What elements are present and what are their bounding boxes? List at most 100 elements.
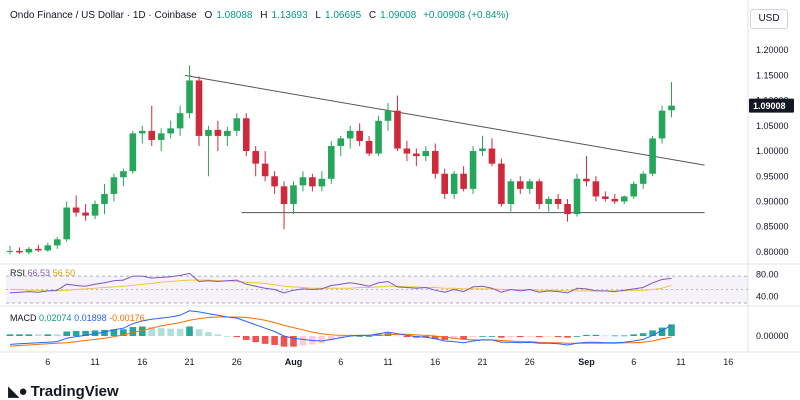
candle-body <box>620 196 628 202</box>
candle-body <box>460 173 467 189</box>
macd-histogram-bar <box>91 330 99 336</box>
candle-body <box>535 181 543 204</box>
candle-body <box>299 177 307 186</box>
brand-name: TradingView <box>30 383 119 400</box>
macd-histogram-bar <box>668 324 675 336</box>
price-tick-label: 1.00000 <box>756 146 789 156</box>
macd-histogram-bar <box>469 336 477 338</box>
macd-histogram-bar <box>6 334 14 336</box>
low-value: 1.06695 <box>324 10 362 21</box>
macd-label: MACD <box>10 313 37 323</box>
macd-histogram-bar <box>233 336 241 338</box>
candle-body <box>224 130 231 136</box>
time-tick-label: 11 <box>383 357 392 367</box>
time-tick-label: 26 <box>232 357 242 367</box>
tradingview-brand: ◣● TradingView <box>8 382 119 400</box>
macd-histogram-bar <box>214 334 222 336</box>
macd-histogram-bar <box>16 334 23 336</box>
candle-body <box>328 146 335 179</box>
macd-histogram-bar <box>554 336 562 338</box>
candle-body <box>6 250 14 252</box>
macd-histogram-bar <box>450 336 458 340</box>
macd-histogram-bar <box>53 334 61 336</box>
macd-histogram-bar <box>129 327 137 336</box>
time-tick-label: 16 <box>430 357 440 367</box>
candle-body <box>413 153 420 157</box>
change-value: +0.00908 (+0.84%) <box>423 10 509 21</box>
candle-body <box>82 212 89 216</box>
candle-body <box>602 196 609 199</box>
candle-body <box>498 163 505 204</box>
price-tick-label: 0.95000 <box>756 171 789 181</box>
macd-histogram-bar <box>356 336 363 337</box>
candle-body <box>176 113 184 129</box>
macd-histogram-bar <box>224 336 231 337</box>
macd-histogram-bar <box>517 336 524 338</box>
candle-body <box>44 245 52 251</box>
macd-histogram-bar <box>139 326 146 336</box>
macd-legend: MACD 0.02074 0.01898 -0.00176 <box>10 313 145 323</box>
candle-body <box>120 171 127 178</box>
candle-body <box>337 138 345 146</box>
macd-histogram-bar <box>299 336 307 346</box>
candle-body <box>658 110 666 139</box>
rsi-axis-label: 80.00 <box>756 269 779 279</box>
price-tick-label: 1.05000 <box>756 121 789 131</box>
price-tick-label: 1.20000 <box>756 45 789 55</box>
time-tick-label: 6 <box>338 357 343 367</box>
close-value: 1.09008 <box>380 10 417 21</box>
macd-histogram-bar <box>72 330 80 336</box>
candle-body <box>346 130 354 139</box>
macd-histogram-bar <box>441 336 448 340</box>
candle-body <box>167 128 174 134</box>
macd-histogram-bar <box>157 328 165 336</box>
candle-body <box>611 198 619 202</box>
candle-body <box>91 204 99 216</box>
macd-histogram-bar <box>35 334 42 336</box>
candle-body <box>554 198 562 204</box>
candle-body <box>649 138 656 174</box>
rsi-value: 66.53 <box>27 268 51 278</box>
macd-histogram-bar <box>167 328 174 336</box>
time-tick-label: 11 <box>676 357 685 367</box>
candle-body <box>35 248 42 251</box>
candle-body <box>261 163 269 177</box>
macd-histogram-bar <box>120 329 127 336</box>
candle-body <box>148 130 156 140</box>
candle-body <box>53 239 61 246</box>
macd-histogram-bar <box>592 334 600 336</box>
macd-histogram-bar <box>526 336 534 337</box>
candle-body <box>668 105 675 111</box>
time-tick-label: 11 <box>90 357 99 367</box>
candle-body <box>365 140 373 154</box>
tradingview-logo-icon: ◣● <box>8 383 28 400</box>
macd-line <box>9 310 672 346</box>
macd-histogram-bar <box>271 336 278 345</box>
price-tick-label: 0.80000 <box>756 247 789 257</box>
candle-body <box>63 207 70 240</box>
macd-histogram-bar <box>649 330 656 336</box>
macd-histogram-bar <box>460 336 467 340</box>
candle-body <box>545 198 552 204</box>
trendline-descending-resistance <box>184 74 705 166</box>
rsi-label: RSI <box>10 268 26 278</box>
candle-body <box>488 148 496 164</box>
macd-histogram-bar <box>186 326 193 336</box>
macd-histogram-bar <box>620 335 628 337</box>
currency-button[interactable]: USD <box>750 9 788 29</box>
macd-histogram-bar <box>658 327 666 336</box>
symbol-legend: Ondo Finance / US Dollar · 1D · Coinbase… <box>10 10 509 21</box>
macd-histogram-bar <box>205 332 212 336</box>
rsi-ma-value: 56.50 <box>52 268 76 278</box>
macd-histogram-value: 0.02074 <box>39 313 72 323</box>
time-tick-label: 6 <box>631 357 636 367</box>
candle-body <box>186 80 193 114</box>
candle-body <box>110 177 118 194</box>
price-tick-label: 0.85000 <box>756 222 789 232</box>
candle-body <box>573 178 581 215</box>
time-tick-label: 16 <box>723 357 733 367</box>
candle-body <box>422 151 430 157</box>
candle-body <box>630 183 637 197</box>
candle-body <box>384 110 392 121</box>
